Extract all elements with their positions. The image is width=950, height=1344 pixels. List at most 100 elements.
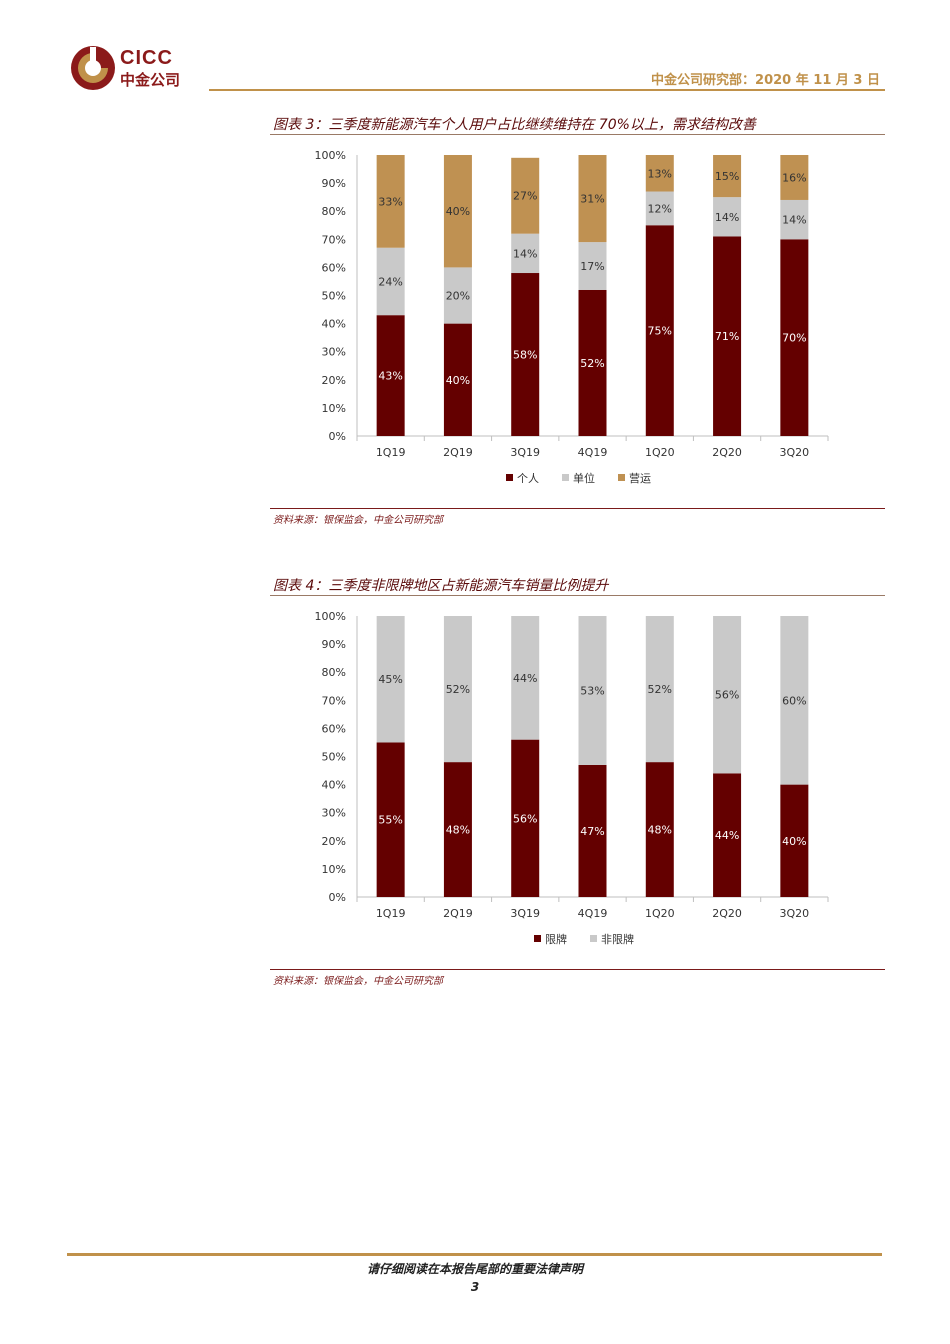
cicc-logo: CICC 中金公司 <box>70 45 210 95</box>
fig4-data-label: 53% <box>580 684 604 697</box>
fig3-x-tick-label: 3Q19 <box>510 446 540 459</box>
fig4-x-tick-label: 4Q19 <box>578 907 608 920</box>
fig3-x-tick-label: 1Q19 <box>376 446 406 459</box>
fig3-bar-segment <box>443 155 472 268</box>
footer-divider <box>67 1253 882 1256</box>
fig4-y-tick-label: 20% <box>322 835 346 848</box>
fig4-bar-segment <box>578 616 607 765</box>
fig4-bar-segment <box>511 616 540 740</box>
fig3-data-label: 71% <box>715 330 739 343</box>
fig4-y-tick-label: 90% <box>322 638 346 651</box>
fig3-data-label: 70% <box>782 332 806 345</box>
fig4-bar-segment <box>780 784 809 897</box>
fig4-data-label: 44% <box>513 672 537 685</box>
fig4-y-tick-label: 70% <box>322 694 346 707</box>
fig3-legend-label: 营运 <box>629 471 651 485</box>
fig3-bar-segment <box>780 155 809 200</box>
fig3-data-label: 16% <box>782 171 806 184</box>
fig4-bar-segment <box>376 616 405 743</box>
fig4-bar-segment <box>645 762 674 897</box>
fig4-y-tick-label: 0% <box>329 891 346 904</box>
fig3-bar-segment <box>376 155 405 248</box>
fig4-x-tick-label: 2Q20 <box>712 907 742 920</box>
fig3-data-label: 43% <box>378 370 402 383</box>
header-dept-date: 中金公司研究部：2020 年 11 月 3 日 <box>651 73 880 88</box>
fig3-bar-segment <box>578 242 607 290</box>
page-number: 3 <box>470 1280 480 1294</box>
fig4-bar-segment <box>578 764 607 897</box>
fig3-bar-segment <box>645 191 674 226</box>
fig4-data-label: 52% <box>648 683 672 696</box>
fig3-x-tick-label: 3Q20 <box>780 446 810 459</box>
fig4-bar-segment <box>511 739 540 897</box>
fig4-bar-segment <box>376 742 405 897</box>
fig3-bar-segment <box>713 155 742 198</box>
fig3-data-label: 40% <box>446 205 470 218</box>
fig4-legend-swatch <box>534 935 541 942</box>
figure4-title: 图表 4：三季度非限牌地区占新能源汽车销量比例提升 <box>273 578 609 594</box>
fig3-y-tick-label: 100% <box>315 149 346 162</box>
fig4-data-label: 48% <box>446 824 470 837</box>
fig4-bar-segment <box>713 773 742 897</box>
fig4-bar-segment <box>443 762 472 897</box>
fig3-legend-label: 单位 <box>573 471 595 485</box>
fig3-data-label: 40% <box>446 374 470 387</box>
fig3-data-label: 27% <box>513 190 537 203</box>
fig3-bar-segment <box>780 239 809 436</box>
fig4-y-tick-label: 50% <box>322 751 346 764</box>
fig3-legend-swatch <box>506 474 513 481</box>
fig3-y-tick-label: 40% <box>322 318 346 331</box>
figure4-title-divider <box>270 595 885 596</box>
fig4-data-label: 48% <box>648 824 672 837</box>
fig3-data-label: 24% <box>378 275 402 288</box>
footer-disclaimer: 请仔细阅读在本报告尾部的重要法律声明 <box>366 1262 583 1276</box>
figure3-title-divider <box>270 134 885 135</box>
fig4-bar-segment <box>713 616 742 774</box>
fig3-data-label: 13% <box>648 167 672 180</box>
fig4-data-label: 60% <box>782 694 806 707</box>
fig3-x-tick-label: 2Q19 <box>443 446 473 459</box>
fig4-x-tick-label: 1Q19 <box>376 907 406 920</box>
fig3-bar-segment <box>713 236 742 436</box>
fig3-data-label: 14% <box>782 214 806 227</box>
fig3-legend-label: 个人 <box>517 472 539 485</box>
fig4-legend-label: 限牌 <box>545 932 567 946</box>
fig3-data-label: 12% <box>648 202 672 215</box>
figure3-stacked-bar-chart: 0% 10% 20% 30% 40% 50% 60% 70% 80% 90% 100% 1Q19 43%… <box>315 149 829 485</box>
figure4-source: 资料来源：银保监会，中金公司研究部 <box>273 976 443 987</box>
fig3-data-label: 58% <box>513 349 537 362</box>
fig3-bar-segment <box>443 323 472 436</box>
fig3-bar-segment <box>443 267 472 324</box>
fig4-legend-label: 非限牌 <box>601 932 634 946</box>
fig3-bar-segment <box>511 157 540 234</box>
fig4-y-tick-label: 80% <box>322 666 346 679</box>
fig3-bar-segment <box>645 225 674 436</box>
logo-en-text: CICC <box>120 47 173 69</box>
fig3-bar-segment <box>713 197 742 237</box>
fig3-data-label: 20% <box>446 290 470 303</box>
fig3-y-tick-label: 80% <box>322 205 346 218</box>
logo-cn-text: 中金公司 <box>120 71 181 89</box>
fig4-data-label: 56% <box>715 689 739 702</box>
figure4-source-divider <box>270 969 885 970</box>
fig3-legend-swatch <box>562 474 569 481</box>
fig3-data-label: 17% <box>580 260 604 273</box>
fig4-bar-segment <box>443 616 472 763</box>
fig4-data-label: 56% <box>513 812 537 825</box>
fig3-x-tick-label: 4Q19 <box>578 446 608 459</box>
fig4-legend-swatch <box>590 935 597 942</box>
fig4-data-label: 55% <box>378 814 402 827</box>
fig3-x-tick-label: 2Q20 <box>712 446 742 459</box>
fig4-data-label: 45% <box>378 673 402 686</box>
fig4-bar-segment <box>780 616 809 785</box>
fig4-data-label: 44% <box>715 829 739 842</box>
fig3-data-label: 33% <box>378 195 402 208</box>
fig3-y-tick-label: 30% <box>322 346 346 359</box>
fig3-y-tick-label: 20% <box>322 374 346 387</box>
fig3-bar-segment <box>780 199 809 240</box>
fig3-x-tick-label: 1Q20 <box>645 446 675 459</box>
fig3-data-label: 52% <box>580 357 604 370</box>
fig3-bar-segment <box>578 155 607 243</box>
fig3-legend-swatch <box>618 474 625 481</box>
fig3-data-label: 14% <box>715 211 739 224</box>
